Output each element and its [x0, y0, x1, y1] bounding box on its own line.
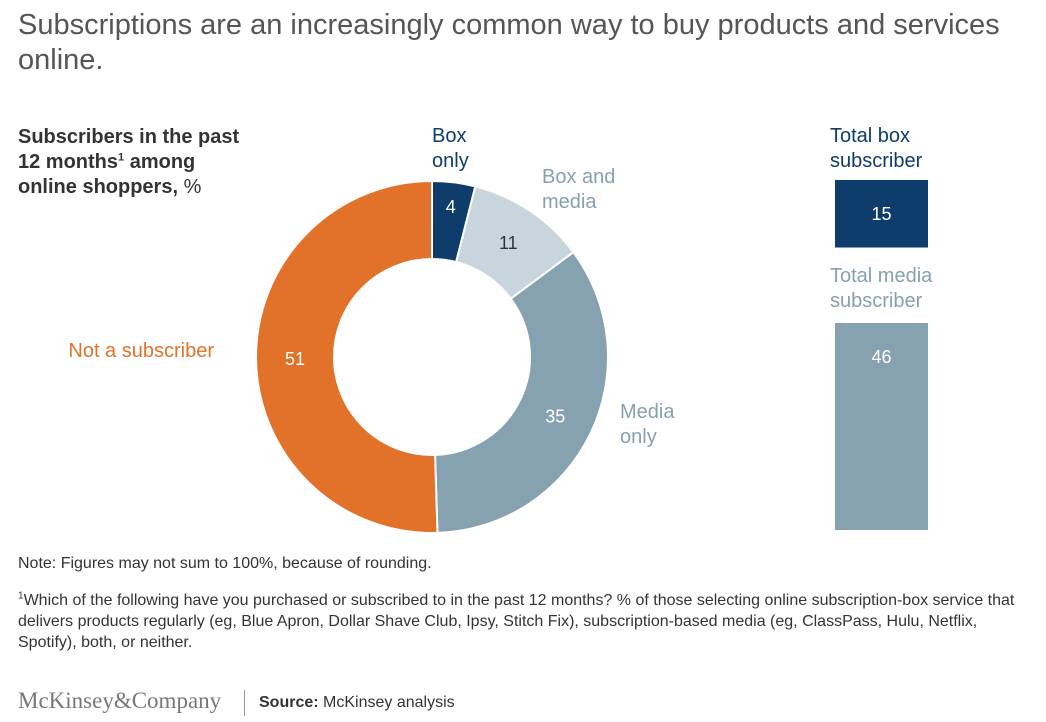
slice-label-not-a-subscriber: Not a subscriber — [68, 340, 214, 362]
source-text: McKinsey analysis — [318, 694, 455, 711]
donut-labels: Box only Box and media Media only Not a subscr… — [68, 125, 675, 448]
slice-value-media-only: 35 — [545, 407, 565, 427]
subtitle-line3: online shoppers, — [18, 176, 184, 198]
bar-value-total-media-subscriber: 46 — [871, 347, 891, 367]
bar-total-media-subscriber — [835, 323, 928, 530]
footnote-marker: 1 — [118, 151, 125, 164]
bar-label-total-media-subscriber: Total media subscriber — [830, 265, 933, 312]
slice-label-box-and-media: Box and media — [542, 166, 615, 213]
footer-divider — [244, 690, 245, 716]
mckinsey-logo: McKinsey&Company — [18, 688, 222, 713]
slice-value-box-only: 4 — [446, 197, 456, 217]
chart-title: Subscriptions are an increasingly common… — [18, 9, 1000, 76]
slice-value-not-a-subscriber: 51 — [285, 349, 305, 369]
bar-label-total-box-subscriber: Total box subscriber — [830, 125, 923, 172]
note-text: Note: Figures may not sum to 100%, becau… — [18, 555, 432, 572]
subtitle-line1: Subscribers in the past — [18, 126, 240, 148]
footnote-number: 1 — [18, 590, 24, 602]
bar-total-box-subscriber — [835, 180, 928, 248]
footnote: 1Which of the following have you purchas… — [18, 590, 1018, 653]
subtitle-line2: 12 months1 among — [18, 151, 196, 173]
slice-label-media-only: Media only — [620, 401, 675, 448]
donut-slice-media-only — [434, 250, 609, 534]
subtitle-unit: % — [183, 176, 202, 198]
slice-value-box-and-media: 11 — [499, 233, 518, 253]
bar-chart: Total box subscriber 15 Total media subscrib… — [830, 125, 933, 530]
chart-subtitle: Subscribers in the past 12 months1 among… — [18, 125, 278, 200]
donut-chart: 4 11 35 51 — [255, 179, 609, 534]
footnote-text: Which of the following have you purchase… — [18, 592, 1015, 651]
bar-value-total-box-subscriber: 15 — [871, 204, 891, 224]
source-label: Source: — [259, 694, 319, 711]
slice-label-box-only: Box only — [432, 125, 469, 172]
source-line: Source: McKinsey analysis — [259, 694, 455, 712]
donut-slice-not-a-subscriber — [255, 179, 439, 534]
